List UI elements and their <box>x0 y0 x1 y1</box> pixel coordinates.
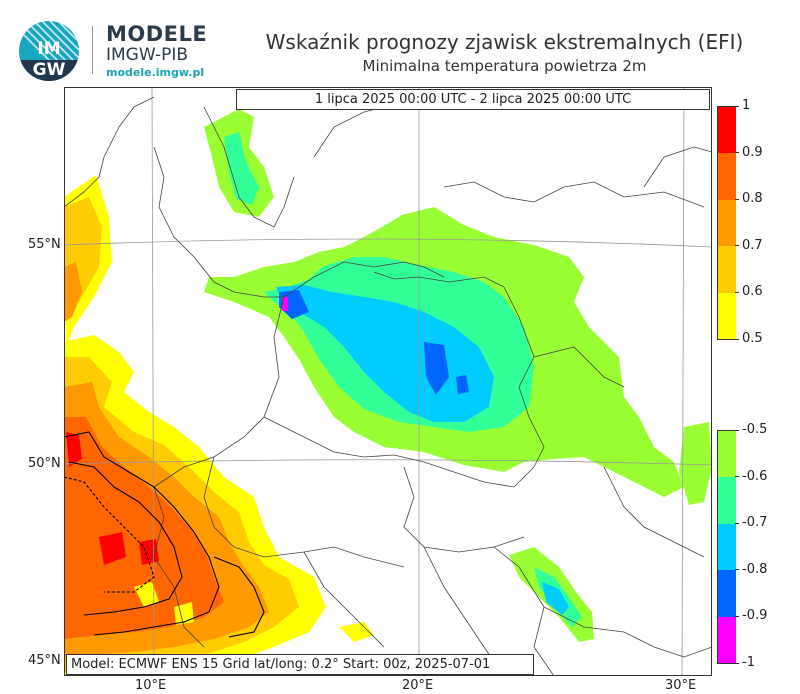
lat-label-45n: 45°N <box>28 653 61 668</box>
tick-mark <box>735 245 739 246</box>
colorbar-warm-seg-5 <box>718 293 736 339</box>
lat-label-55n: 55°N <box>28 237 61 252</box>
colorbar-cold-seg-1 <box>718 431 736 477</box>
map-borders <box>64 96 712 676</box>
logo-line-imgw: IMGW-PIB <box>106 45 189 65</box>
tick-mark <box>735 523 739 524</box>
tick-mark <box>735 339 739 340</box>
colorbar-cold-tick: -0.5 <box>742 422 768 437</box>
tick-mark <box>735 616 739 617</box>
colorbar-warm-tick: 0.7 <box>742 238 763 253</box>
chart-subtitle: Minimalna temperatura powietrza 2m <box>362 57 647 75</box>
colorbar-warm-tick: 1 <box>742 98 751 113</box>
colorbar-warm <box>717 106 736 340</box>
colorbar-warm-tick: 0.6 <box>742 284 763 299</box>
colorbar-warm-tick: 0.5 <box>742 331 763 346</box>
colorbar-cold <box>717 430 736 664</box>
colorbar-warm-seg-4 <box>718 246 736 293</box>
colorbar-warm-seg-3 <box>718 200 736 246</box>
tick-mark <box>735 430 739 431</box>
logo-line-modele: MODELE <box>106 22 208 46</box>
colorbar-cold-seg-4 <box>718 570 736 617</box>
svg-text:GW: GW <box>33 60 66 80</box>
warm-anomaly-region <box>64 175 374 676</box>
tick-mark <box>735 569 739 570</box>
imgw-badge-icon: IM GW <box>19 21 79 81</box>
tick-mark <box>735 476 739 477</box>
forecast-date-range: 1 lipca 2025 00:00 UTC - 2 lipca 2025 00… <box>236 89 710 110</box>
efi-contours <box>64 431 265 638</box>
colorbar-warm-seg-1 <box>718 107 736 153</box>
colorbar-cold-seg-2 <box>718 477 736 524</box>
tick-mark <box>735 292 739 293</box>
svg-text:IM: IM <box>37 39 60 59</box>
tick-mark <box>735 663 739 664</box>
imgw-logo: IM GW MODELE IMGW-PIB modele.imgw.pl <box>18 20 208 82</box>
lon-label-30e: 30°E <box>665 678 697 693</box>
model-info: Model: ECMWF ENS 15 Grid lat/long: 0.2° … <box>66 654 534 675</box>
colorbar-cold-tick: -0.9 <box>742 608 768 623</box>
logo-divider <box>92 26 93 74</box>
colorbar-warm-tick: 0.8 <box>742 191 763 206</box>
lon-label-20e: 20°E <box>402 678 434 693</box>
tick-mark <box>735 152 739 153</box>
efi-map <box>64 87 712 676</box>
colorbar-cold-seg-5 <box>718 617 736 663</box>
tick-mark <box>735 106 739 107</box>
efi-map-canvas <box>64 87 712 676</box>
chart-title: Wskaźnik prognozy zjawisk ekstremalnych … <box>265 30 744 54</box>
cold-anomaly-region <box>204 109 712 642</box>
colorbar-cold-tick: -1 <box>742 655 755 670</box>
colorbar-warm-seg-2 <box>718 153 736 200</box>
logo-website-link[interactable]: modele.imgw.pl <box>106 66 205 79</box>
colorbar-cold-tick: -0.8 <box>742 562 768 577</box>
tick-mark <box>735 199 739 200</box>
lon-label-10e: 10°E <box>135 678 167 693</box>
colorbar-cold-tick: -0.6 <box>742 469 768 484</box>
lat-label-50n: 50°N <box>28 456 61 471</box>
colorbar-cold-seg-3 <box>718 524 736 570</box>
colorbar-warm-tick: 0.9 <box>742 145 763 160</box>
colorbar-cold-tick: -0.7 <box>742 515 768 530</box>
